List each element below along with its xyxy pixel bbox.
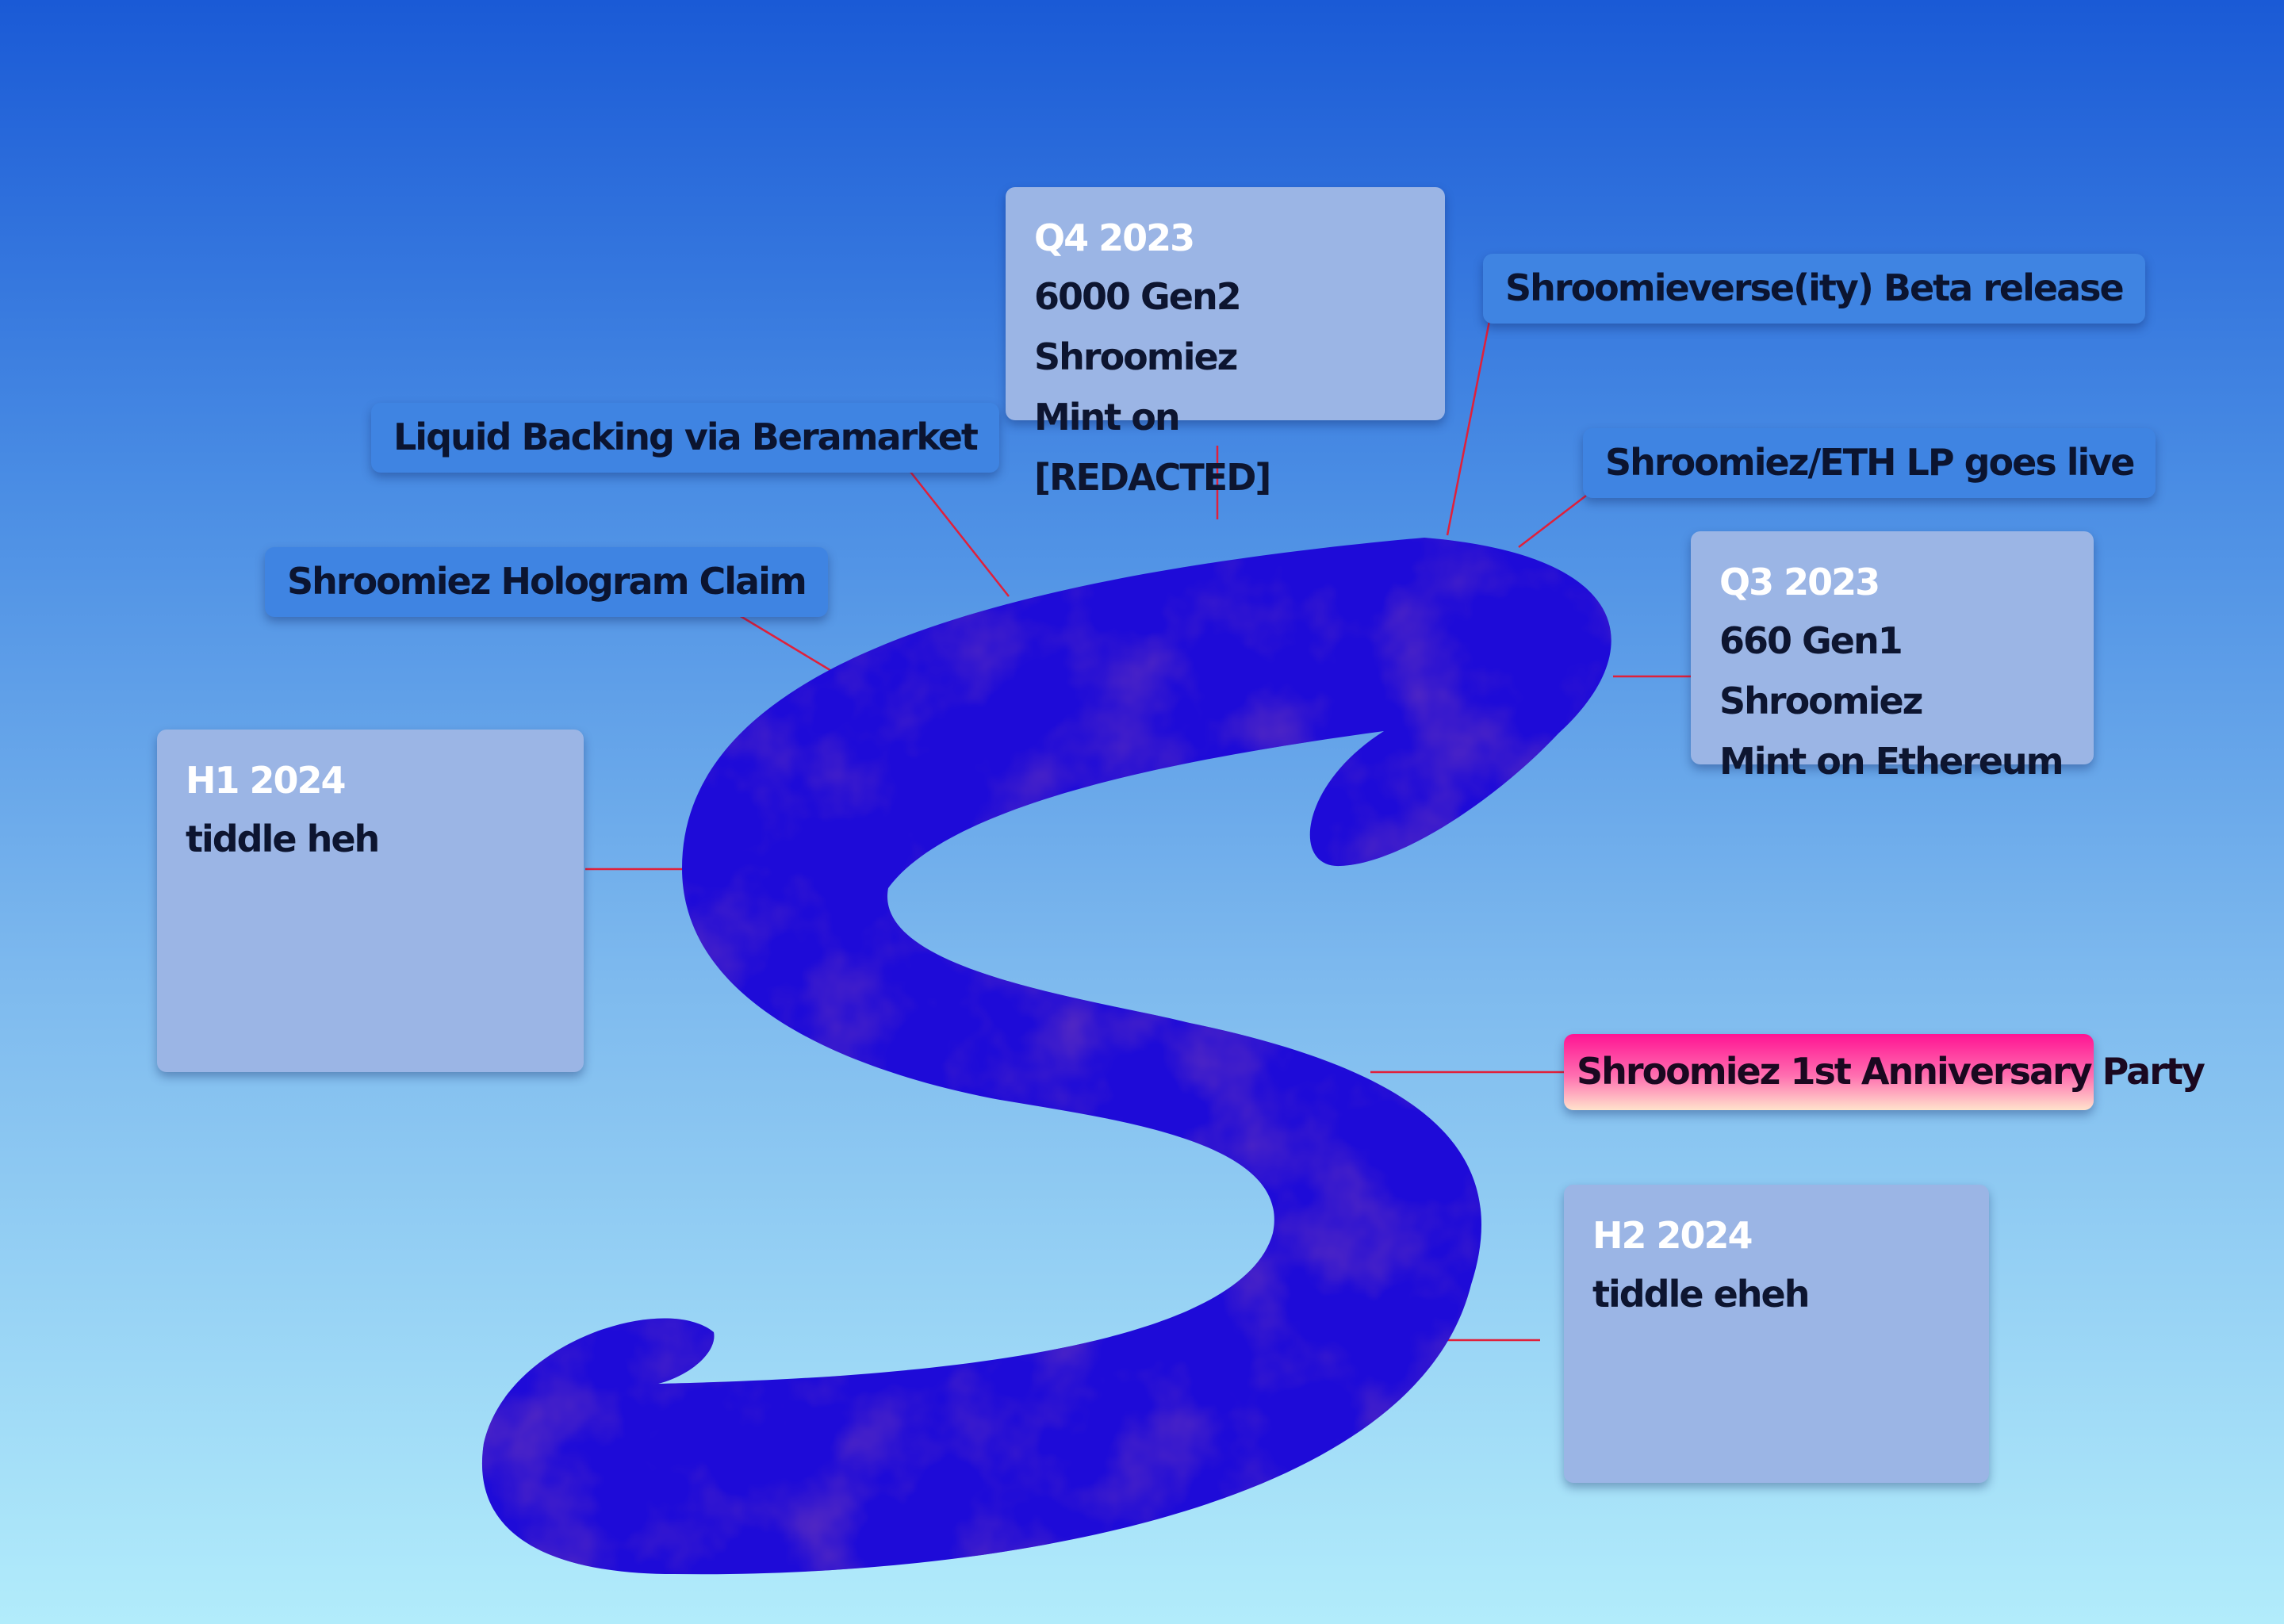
milestone-eth-lp: Shroomiez/ETH LP goes live <box>1583 428 2156 498</box>
card-q4-2023: Q4 2023 6000 Gen2 Shroomiez Mint on [RED… <box>1006 187 1445 499</box>
card-line: 660 Gen1 Shroomiez <box>1719 619 1923 722</box>
milestone-hologram-claim: Shroomiez Hologram Claim <box>265 547 828 617</box>
milestone-beta-release: Shroomieverse(ity) Beta release <box>1483 254 2145 324</box>
milestone-anniversary-party: Shroomiez 1st Anniversary Party <box>1564 1034 2205 1110</box>
card-h2-2024: H2 2024 tiddle eheh <box>1564 1185 1989 1483</box>
connector-liquid-backing <box>910 471 1010 597</box>
card-q3-2023: Q3 2023 660 Gen1 Shroomiez Mint on Ether… <box>1691 531 2094 783</box>
connector-eth-lp <box>1518 495 1587 548</box>
card-period: H1 2024 <box>186 759 347 802</box>
card-line: 6000 Gen2 Shroomiez <box>1034 275 1242 378</box>
card-line: Mint on Ethereum <box>1719 740 2064 783</box>
connector-beta-release <box>1446 320 1491 536</box>
card-h1-2024: H1 2024 tiddle heh <box>157 730 584 1072</box>
card-period: Q3 2023 <box>1719 561 1880 603</box>
milestone-liquid-backing: Liquid Backing via Beramarket <box>371 403 999 473</box>
card-line: tiddle eheh <box>1592 1273 1811 1316</box>
s-shape <box>481 538 1611 1575</box>
card-line: Mint on [REDACTED] <box>1034 396 1271 499</box>
card-period: Q4 2023 <box>1034 216 1195 259</box>
card-period: H2 2024 <box>1592 1214 1753 1257</box>
connector-hologram-claim <box>738 614 837 676</box>
card-line: tiddle heh <box>186 818 380 860</box>
